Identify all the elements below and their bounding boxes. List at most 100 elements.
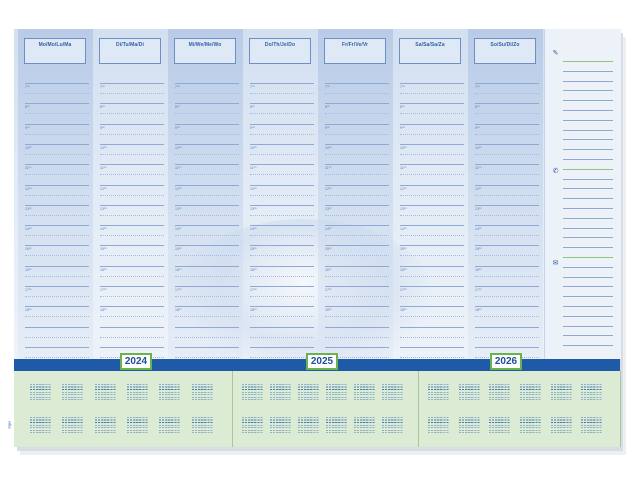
half-hour-line bbox=[175, 153, 239, 155]
half-hour-line bbox=[400, 113, 464, 115]
month-grid bbox=[268, 412, 292, 436]
hour-label: 12⁰⁰ bbox=[25, 186, 32, 191]
half-hour-line bbox=[325, 153, 389, 155]
half-hour-line bbox=[400, 356, 464, 358]
hour-label: 10⁰⁰ bbox=[25, 145, 32, 150]
hour-label: 11⁰⁰ bbox=[325, 166, 332, 171]
half-hour-line bbox=[250, 255, 314, 257]
month-grid bbox=[190, 379, 214, 403]
hour-label: 18⁰⁰ bbox=[100, 308, 107, 313]
month-grid bbox=[352, 412, 376, 436]
hour-line bbox=[25, 83, 89, 84]
hour-label: 12⁰⁰ bbox=[100, 186, 107, 191]
hour-label: 7⁰⁰ bbox=[325, 85, 330, 89]
half-hour-line bbox=[25, 316, 89, 318]
hour-label: 14⁰⁰ bbox=[325, 227, 332, 232]
day-label: Fr/Fr/Ve/Vr bbox=[341, 42, 369, 48]
half-hour-line bbox=[325, 356, 389, 358]
hour-line bbox=[100, 346, 164, 348]
half-hour-line bbox=[25, 296, 89, 297]
hour-line bbox=[25, 265, 89, 267]
hour-line bbox=[100, 123, 164, 125]
day-label: Mi/We/Me/Wo bbox=[188, 42, 222, 48]
hour-line bbox=[175, 286, 239, 287]
half-hour-line bbox=[250, 93, 314, 94]
hour-line bbox=[250, 346, 314, 348]
hour-label: 11⁰⁰ bbox=[100, 166, 107, 171]
hour-line bbox=[325, 143, 389, 145]
hour-line bbox=[325, 164, 389, 166]
hour-label: 17⁰⁰ bbox=[250, 288, 257, 292]
month-grid bbox=[268, 379, 292, 403]
year-calendars: sigel bbox=[8, 371, 621, 447]
brand-label: sigel bbox=[7, 421, 12, 429]
day-column: Sa/Sa/Sa/Za 7⁰⁰ 8⁰⁰ 9⁰⁰ 10⁰⁰ 11⁰⁰ 12⁰⁰ 13⁰⁰ 14⁰⁰… bbox=[393, 29, 468, 359]
month-grid bbox=[28, 412, 52, 436]
hour-line bbox=[175, 103, 239, 105]
year-calendar-block bbox=[22, 371, 233, 447]
note-line bbox=[563, 276, 613, 278]
hour-label: 15⁰⁰ bbox=[25, 247, 32, 252]
half-hour-line bbox=[250, 356, 314, 358]
half-hour-line bbox=[175, 275, 239, 277]
hour-line bbox=[250, 286, 314, 287]
month-grid bbox=[28, 379, 52, 403]
year-calendar-block bbox=[234, 371, 419, 447]
hour-line bbox=[475, 265, 539, 267]
hour-line bbox=[250, 204, 314, 206]
hour-label: 11⁰⁰ bbox=[25, 166, 32, 171]
hour-line bbox=[175, 143, 239, 145]
hour-line bbox=[25, 346, 89, 348]
hour-label: 14⁰⁰ bbox=[250, 227, 257, 232]
hour-label: 14⁰⁰ bbox=[25, 227, 32, 232]
half-hour-line bbox=[250, 113, 314, 115]
weekly-planner: Mo/Mo/Lu/Ma 7⁰⁰ 8⁰⁰ 9⁰⁰ 10⁰⁰ 11⁰⁰ 12⁰⁰ 13⁰⁰ 14⁰⁰… bbox=[14, 29, 544, 379]
note-line bbox=[563, 110, 613, 111]
hour-line bbox=[475, 164, 539, 166]
hour-label: 13⁰⁰ bbox=[175, 206, 182, 211]
hour-label: 17⁰⁰ bbox=[100, 288, 107, 292]
year-label-2024: 2024 bbox=[120, 353, 152, 370]
note-line bbox=[563, 100, 613, 102]
half-hour-line bbox=[250, 214, 314, 216]
hour-line bbox=[25, 245, 89, 247]
hour-line bbox=[400, 204, 464, 206]
note-line bbox=[563, 335, 613, 337]
hour-label: 14⁰⁰ bbox=[475, 227, 482, 232]
half-hour-line bbox=[400, 174, 464, 176]
hour-line bbox=[250, 123, 314, 125]
hour-line bbox=[325, 306, 389, 308]
half-hour-line bbox=[475, 113, 539, 115]
hour-line bbox=[475, 143, 539, 145]
note-line bbox=[563, 325, 613, 327]
hour-line bbox=[400, 225, 464, 227]
hour-line bbox=[400, 164, 464, 166]
half-hour-line bbox=[475, 235, 539, 237]
half-hour-line bbox=[325, 194, 389, 196]
note-line bbox=[563, 227, 613, 229]
month-grid bbox=[240, 379, 264, 403]
hour-line bbox=[100, 286, 164, 287]
hour-line bbox=[25, 164, 89, 166]
half-hour-line bbox=[100, 93, 164, 94]
hour-label: 9⁰⁰ bbox=[250, 125, 255, 130]
hour-label: 8⁰⁰ bbox=[25, 105, 30, 110]
half-hour-line bbox=[250, 133, 314, 135]
half-hour-line bbox=[100, 255, 164, 257]
hour-label: 16⁰⁰ bbox=[325, 267, 332, 272]
hour-label: 7⁰⁰ bbox=[400, 85, 405, 89]
hour-label: 8⁰⁰ bbox=[400, 105, 405, 110]
hour-label: 15⁰⁰ bbox=[325, 247, 332, 252]
note-line bbox=[563, 315, 613, 317]
month-grid bbox=[240, 412, 264, 436]
half-hour-line bbox=[475, 296, 539, 297]
half-hour-line bbox=[400, 194, 464, 196]
half-hour-line bbox=[475, 336, 539, 338]
hour-line bbox=[25, 286, 89, 287]
hour-line bbox=[25, 225, 89, 227]
half-hour-line bbox=[175, 255, 239, 257]
half-hour-line bbox=[175, 194, 239, 196]
hour-label: 9⁰⁰ bbox=[100, 125, 105, 130]
month-grid bbox=[518, 412, 542, 436]
hour-line bbox=[400, 143, 464, 145]
